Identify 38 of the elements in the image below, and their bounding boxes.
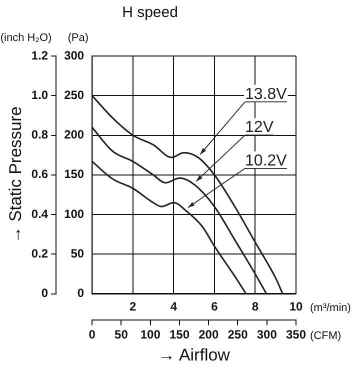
x-tick-label: 8: [252, 299, 259, 314]
y2-tick-label: 100: [64, 206, 84, 221]
y-tick-label: 1.0: [31, 88, 48, 102]
text: (CFM): [310, 330, 342, 342]
y-axis-title: → Static Pressure: [6, 106, 25, 244]
y-tick-label: 0: [41, 286, 48, 300]
text: (inch H₂O): [0, 32, 52, 44]
chart-title: H speed: [122, 4, 178, 22]
y-tick-label: 0.2: [31, 246, 48, 260]
x2-tick-label: 350: [286, 328, 306, 342]
y2-tick-label: 50: [70, 246, 84, 260]
x2-tick-label: 150: [169, 328, 190, 342]
x-axis-title: → Airflow: [158, 345, 231, 364]
text: 13.8V: [245, 86, 288, 103]
legend-label: 10.2V: [245, 152, 288, 170]
x-tick-label: 2: [130, 299, 137, 314]
x2-tick-label: 250: [228, 328, 248, 342]
x2-tick-label: 100: [140, 328, 161, 342]
x2-tick-label: 50: [114, 328, 128, 342]
y2-tick-label: 200: [64, 128, 84, 142]
y2-tick-label: 300: [64, 48, 84, 62]
line-series: [92, 160, 247, 294]
y-tick-label: 0.8: [31, 128, 48, 142]
x-tick-label: 6: [211, 299, 218, 314]
text: (m³/min): [310, 302, 351, 314]
y2-tick-label: 250: [64, 88, 84, 102]
text: (Pa): [68, 32, 88, 44]
y-tick-label: 0.6: [31, 167, 48, 182]
y2-tick-label: 0: [77, 286, 84, 300]
y-tick-label: 0.4: [31, 206, 48, 221]
text: 12V: [245, 119, 274, 136]
x-tick-label: 10: [289, 299, 303, 314]
x2-tick-label: 200: [198, 328, 219, 342]
x2-tick-label: 300: [256, 328, 278, 342]
y2-tick-label: 150: [64, 167, 84, 182]
y-tick-label: 1.2: [31, 48, 48, 62]
x-tick-label: 4: [170, 299, 178, 314]
x2-tick-label: 0: [88, 328, 96, 342]
